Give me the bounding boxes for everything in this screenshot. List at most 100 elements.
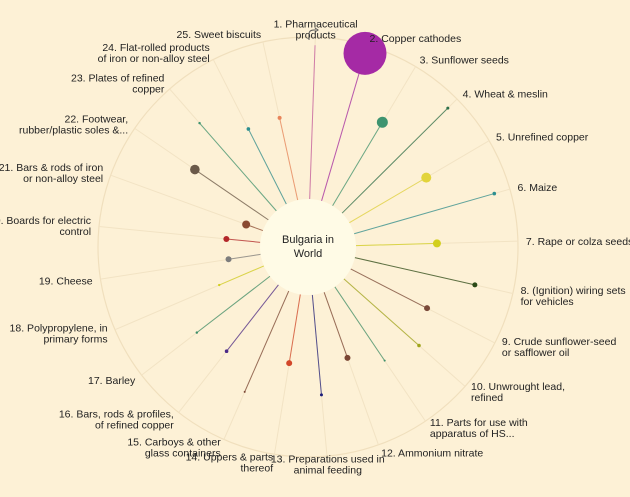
bar-dot-16[interactable] — [224, 349, 229, 354]
radial-rings — [97, 36, 519, 458]
bar-dot-18[interactable] — [218, 283, 221, 287]
bar-dot-10[interactable] — [417, 343, 421, 348]
outer-ring — [97, 36, 519, 458]
category-label-1-line-2: products — [295, 30, 335, 42]
category-label-9-line-2: or safflower oil — [502, 347, 570, 359]
category-label-15-line-1: 15. Carboys & other — [127, 436, 221, 448]
bar-dot-22[interactable] — [190, 164, 200, 175]
bar-line-2 — [321, 53, 366, 202]
category-label-4: 4. Wheat & meslin — [463, 88, 548, 100]
bar-dot-9[interactable] — [424, 305, 431, 312]
category-label-18: 18. Polypropylene, in primary forms — [10, 322, 108, 345]
bar-line-4 — [341, 107, 449, 214]
bar-dot-13[interactable] — [319, 393, 323, 397]
center-label-line-1: Bulgaria in — [282, 234, 334, 246]
category-label-11-line-1: 11. Parts for use with — [430, 417, 528, 429]
bar-dot-3[interactable] — [376, 116, 388, 128]
category-label-12: 12. Ammonium nitrate — [381, 447, 483, 459]
category-label-7-line-1: 7. Rape or colza seeds — [526, 236, 630, 248]
bar-dot-25[interactable] — [277, 115, 282, 120]
category-label-25-line-1: 25. Sweet biscuits — [177, 29, 262, 41]
center-circle — [260, 199, 356, 295]
category-label-16: 16. Bars, rods & profiles, of refined cop… — [59, 408, 174, 431]
category-label-20-line-2: control — [60, 226, 92, 238]
bar-dot-24[interactable] — [246, 127, 251, 131]
bar-dot-23[interactable] — [198, 121, 201, 125]
category-label-3: 3. Sunflower seeds — [420, 55, 509, 67]
bar-dot-17[interactable] — [195, 331, 199, 334]
category-label-14: 14. Uppers & parts thereof — [186, 452, 274, 475]
bar-dot-15[interactable] — [243, 390, 246, 393]
category-label-13-line-1: 13. Preparations used in — [271, 454, 385, 466]
category-label-19-line-1: 19. Cheese — [39, 275, 93, 287]
category-label-23: 23. Plates of refined copper — [71, 72, 165, 95]
category-label-16-line-2: of refined copper — [95, 419, 174, 431]
category-label-17: 17. Barley — [88, 375, 136, 387]
category-label-8-line-2: for vehicles — [521, 296, 574, 308]
bar-dot-12[interactable] — [344, 354, 351, 361]
category-label-21: 21. Bars & rods of iron or non-alloy stee… — [0, 162, 103, 185]
bar-dot-14[interactable] — [286, 360, 293, 367]
category-label-3-line-1: 3. Sunflower seeds — [420, 55, 509, 67]
category-label-9-line-1: 9. Crude sunflower-seed — [502, 336, 617, 348]
category-label-6-line-1: 6. Maize — [518, 182, 558, 194]
category-label-4-line-1: 4. Wheat & meslin — [463, 88, 548, 100]
bar-line-19 — [228, 253, 261, 260]
category-label-10: 10. Unwrought lead, refined — [471, 381, 565, 404]
category-label-10-line-1: 10. Unwrought lead, — [471, 381, 565, 393]
category-label-5: 5. Unrefined copper — [496, 132, 589, 144]
category-label-18-line-1: 18. Polypropylene, in — [10, 322, 108, 334]
category-label-9: 9. Crude sunflower-seed or safflower oil — [502, 336, 617, 359]
bar-line-11 — [334, 286, 386, 361]
category-label-2-line-1: 2. Copper cathodes — [370, 33, 462, 45]
category-label-8-line-1: 8. (Ignition) wiring sets — [521, 285, 626, 297]
bar-dot-4[interactable] — [446, 106, 450, 110]
bar-dot-11[interactable] — [383, 359, 386, 362]
bar-line-5 — [349, 177, 427, 224]
bar-line-17 — [196, 275, 271, 334]
category-label-7: 7. Rape or colza seeds — [526, 236, 630, 248]
category-label-13: 13. Preparations used in animal feeding — [271, 454, 385, 477]
bar-dot-2[interactable] — [343, 31, 387, 75]
category-label-24-line-1: 24. Flat-rolled products — [102, 42, 209, 54]
bar-dot-20[interactable] — [223, 235, 230, 242]
bar-line-23 — [199, 122, 277, 212]
bar-dot-5[interactable] — [421, 172, 432, 183]
category-label-8: 8. (Ignition) wiring sets for vehicles — [521, 285, 626, 308]
bar-dot-21[interactable] — [242, 220, 251, 229]
bar-line-25 — [279, 117, 299, 201]
category-label-16-line-1: 16. Bars, rods & profiles, — [59, 408, 174, 420]
category-label-20-line-1: 20. Boards for electric — [0, 215, 91, 227]
category-label-21-line-1: 21. Bars & rods of iron — [0, 162, 103, 174]
bar-dot-6[interactable] — [492, 191, 497, 196]
category-label-22: 22. Footwear, rubber/plastic soles &... — [19, 113, 128, 136]
category-label-14-line-2: thereof — [240, 463, 273, 475]
category-label-22-line-2: rubber/plastic soles &... — [19, 124, 128, 136]
category-label-17-line-1: 17. Barley — [88, 375, 136, 387]
bar-dot-19[interactable] — [225, 256, 232, 263]
reset-arrow-icon[interactable] — [308, 27, 319, 40]
bar-line-14 — [288, 294, 301, 364]
bar-line-18 — [219, 265, 265, 286]
category-label-23-line-1: 23. Plates of refined — [71, 72, 165, 84]
radial-bars — [190, 31, 497, 397]
category-label-24: 24. Flat-rolled products of iron or non-a… — [98, 42, 210, 65]
bar-line-12 — [323, 292, 348, 359]
category-label-5-line-1: 5. Unrefined copper — [496, 132, 589, 144]
category-label-15: 15. Carboys & other glass containers — [127, 436, 221, 459]
spoke-21 — [110, 174, 264, 232]
bar-dot-8[interactable] — [472, 282, 478, 288]
category-label-11-line-2: apparatus of HS... — [430, 428, 515, 440]
bar-line-24 — [247, 128, 287, 205]
bar-line-9 — [350, 268, 428, 309]
category-label-1-line-1: 1. Pharmaceutical — [274, 19, 358, 31]
bar-line-10 — [343, 278, 420, 346]
category-label-2: 2. Copper cathodes — [370, 33, 462, 45]
bar-dot-7[interactable] — [432, 239, 441, 248]
category-label-23-line-2: copper — [132, 83, 165, 95]
bar-line-13 — [311, 294, 322, 395]
category-label-25: 25. Sweet biscuits — [177, 29, 262, 41]
category-label-13-line-2: animal feeding — [294, 465, 362, 477]
bar-line-7 — [355, 242, 437, 247]
category-label-18-line-2: primary forms — [43, 333, 107, 345]
